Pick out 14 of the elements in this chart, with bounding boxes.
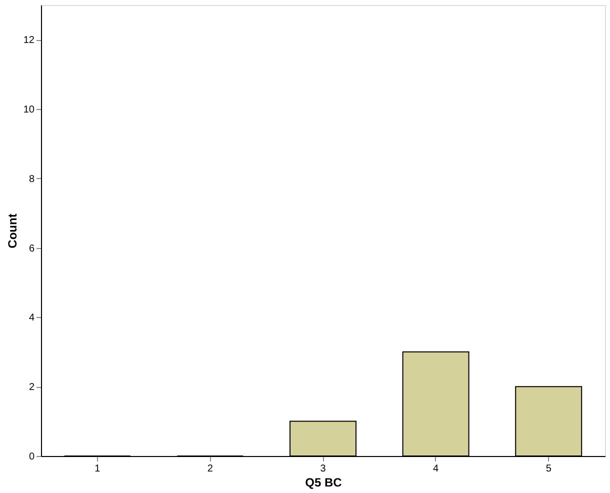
y-tick-label: 6 (28, 243, 35, 254)
x-tick-label: 4 (433, 464, 440, 474)
y-tick-label: 12 (23, 35, 35, 46)
x-tick-label: 3 (320, 464, 326, 474)
x-tick-label: 1 (94, 464, 101, 474)
y-tick-label: 4 (28, 312, 35, 324)
y-tick-label: 0 (28, 452, 35, 462)
y-tick-label: 2 (28, 382, 35, 394)
x-axis-title: Q5 BC (305, 476, 342, 490)
y-axis-title: Count (5, 214, 20, 248)
x-tick-label: 5 (546, 464, 552, 474)
y-tick-label: 10 (23, 104, 35, 116)
x-tick-label: 2 (207, 464, 214, 474)
y-tick-label: 8 (28, 174, 35, 185)
